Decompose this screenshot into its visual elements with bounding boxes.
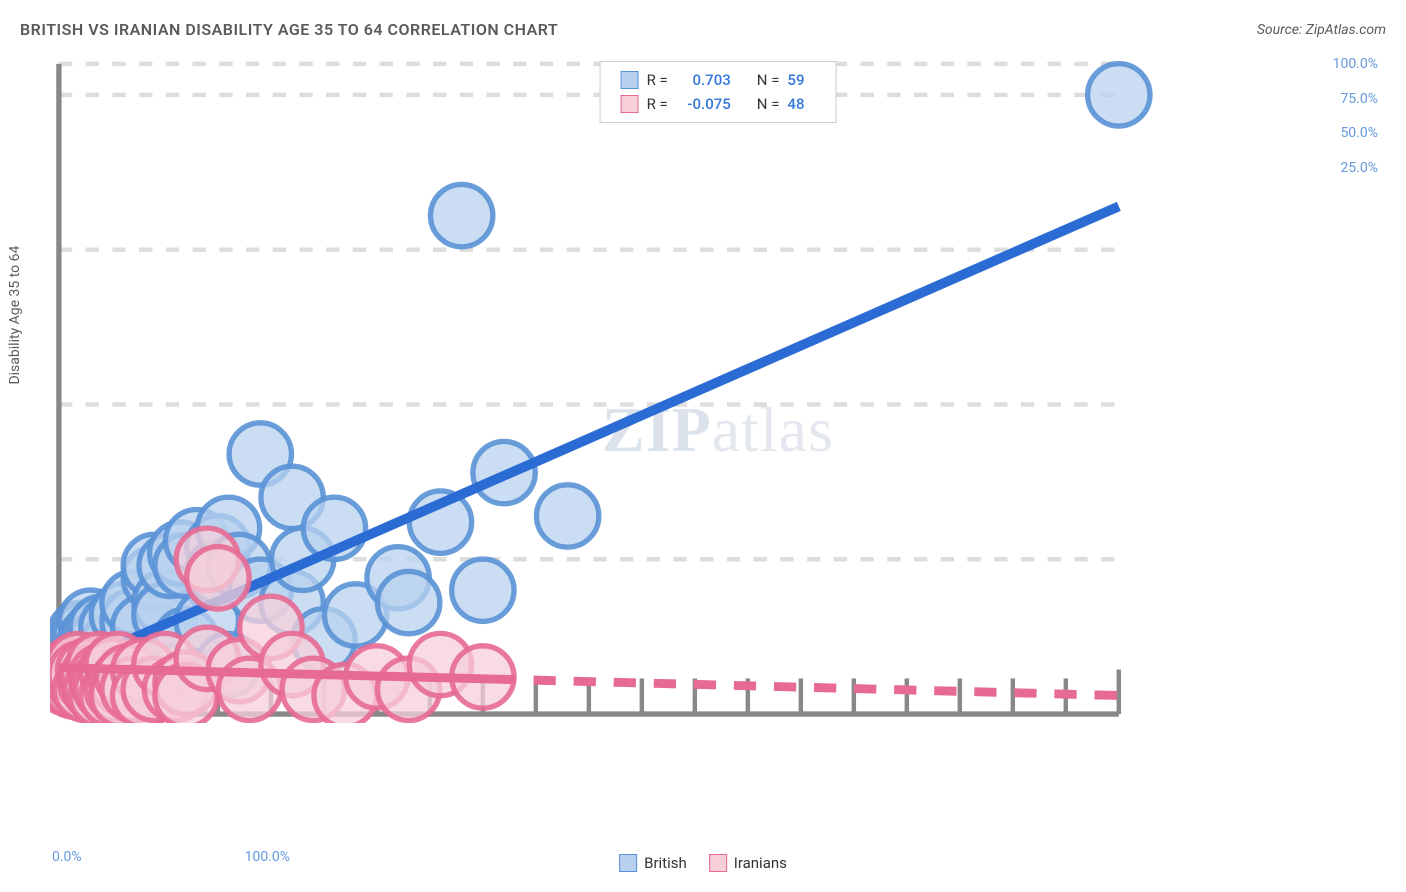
- y-tick-label: 25.0%: [1340, 160, 1378, 176]
- legend-r-label: R =: [647, 92, 668, 116]
- legend-series-name: British: [644, 854, 687, 872]
- legend-n-value: 59: [787, 68, 815, 92]
- legend-r-value: 0.703: [676, 68, 731, 92]
- chart-title: BRITISH VS IRANIAN DISABILITY AGE 35 TO …: [20, 20, 558, 39]
- data-point: [377, 571, 439, 633]
- data-point: [536, 485, 598, 547]
- series-legend: British Iranians: [619, 854, 787, 872]
- y-tick-label: 50.0%: [1340, 125, 1378, 141]
- chart-source: Source: ZipAtlas.com: [1257, 22, 1386, 38]
- data-point: [452, 559, 514, 621]
- series-legend-item: British: [619, 854, 687, 872]
- data-point: [1088, 64, 1150, 126]
- x-tick-label: 0.0%: [52, 849, 82, 865]
- legend-r-value: -0.075: [676, 92, 731, 116]
- legend-swatch: [621, 95, 639, 113]
- scatter-plot: [50, 55, 1386, 723]
- legend-r-label: R =: [647, 68, 668, 92]
- legend-row: R = 0.703 N = 59: [621, 68, 816, 92]
- series-legend-item: Iranians: [709, 854, 787, 872]
- y-tick-label: 75.0%: [1340, 91, 1378, 107]
- legend-swatch: [621, 71, 639, 89]
- legend-n-value: 48: [787, 92, 815, 116]
- x-tick-label: 100.0%: [245, 849, 290, 865]
- data-point: [430, 184, 492, 246]
- legend-swatch: [619, 854, 637, 872]
- chart-area: Disability Age 35 to 64 ZIPatlas R = 0.7…: [50, 55, 1386, 837]
- correlation-legend: R = 0.703 N = 59 R = -0.075 N = 48: [600, 61, 837, 123]
- legend-n-label: N =: [757, 92, 780, 116]
- legend-swatch: [709, 854, 727, 872]
- chart-header: BRITISH VS IRANIAN DISABILITY AGE 35 TO …: [20, 20, 1386, 39]
- legend-n-label: N =: [757, 68, 780, 92]
- legend-row: R = -0.075 N = 48: [621, 92, 816, 116]
- legend-series-name: Iranians: [734, 854, 787, 872]
- y-tick-label: 100.0%: [1333, 56, 1378, 72]
- y-axis-label: Disability Age 35 to 64: [7, 246, 23, 385]
- data-point: [187, 547, 249, 609]
